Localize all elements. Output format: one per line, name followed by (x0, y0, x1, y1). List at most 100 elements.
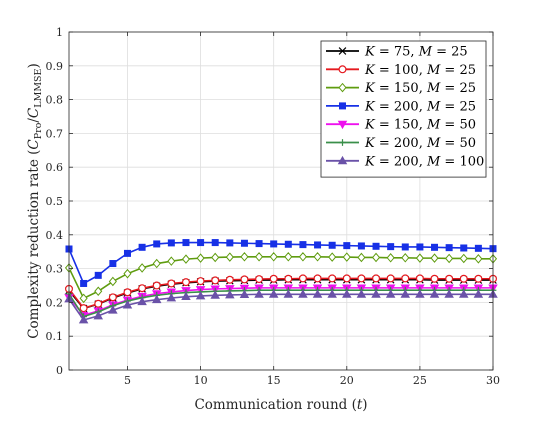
series-6 (64, 289, 498, 324)
data-point-square-marker (343, 242, 351, 250)
data-point-circle-marker (181, 278, 190, 287)
data-point-square-marker (445, 244, 453, 252)
y-tick-label: 0.3 (46, 263, 64, 276)
data-point-triangle-up-marker (151, 294, 162, 304)
legend-item: K = 150, M = 50 (326, 118, 476, 133)
data-point-diamond-marker (167, 256, 176, 266)
data-point-triangle-up-marker (195, 291, 206, 300)
data-point-circle-marker (328, 274, 337, 283)
x-tick-label: 30 (486, 374, 500, 387)
data-point-diamond-marker (94, 286, 103, 297)
data-point-triangle-up-marker (283, 289, 294, 298)
data-point-square-marker (94, 271, 102, 279)
data-point-square-marker (339, 102, 346, 110)
axis-ticks (69, 31, 494, 371)
data-point-diamond-marker (386, 253, 395, 263)
data-point-square-marker (284, 240, 292, 248)
data-point-circle-marker (430, 274, 439, 283)
data-point-diamond-marker (328, 252, 337, 262)
y-tick-label: 0.4 (46, 229, 64, 242)
data-point-square-marker (299, 241, 307, 249)
data-point-circle-marker (284, 274, 293, 283)
data-point-square-marker (80, 279, 88, 287)
data-point-diamond-marker (225, 252, 234, 262)
data-point-circle-marker (108, 293, 117, 302)
data-point-diamond-marker (415, 253, 424, 263)
y-tick-label: 0 (56, 364, 63, 377)
data-point-circle-marker (138, 284, 147, 293)
data-point-diamond-marker (357, 252, 366, 263)
data-point-circle-marker (342, 274, 351, 283)
data-point-diamond-marker (196, 253, 205, 263)
legend-label: K = 200, M = 50 (364, 136, 476, 151)
data-point-diamond-marker (474, 254, 483, 264)
data-point-circle-marker (167, 279, 176, 288)
legend-item: K = 200, M = 25 (326, 99, 476, 114)
legend-box (320, 40, 487, 178)
y-tick-label: 0.9 (46, 60, 64, 73)
data-point-circle-marker (338, 65, 347, 74)
data-point-square-marker (123, 249, 131, 257)
data-point-triangle-down-marker (337, 120, 348, 130)
data-point-square-marker (109, 260, 117, 268)
data-point-diamond-marker (255, 251, 264, 262)
data-point-diamond-marker (108, 276, 117, 287)
data-point-square-marker (182, 239, 190, 247)
y-tick-label: 0.7 (46, 127, 64, 140)
data-point-circle-marker (445, 274, 454, 283)
data-point-triangle-up-marker (342, 289, 352, 298)
data-point-square-marker (226, 239, 234, 247)
series-1 (64, 274, 498, 313)
legend-label: K = 200, M = 25 (364, 99, 476, 114)
y-tick-label: 0.2 (46, 296, 64, 309)
data-point-triangle-up-marker (225, 290, 235, 299)
legend-label: K = 100, M = 25 (364, 63, 476, 78)
data-point-circle-marker (152, 281, 161, 290)
legend: K = 75, M = 25 K = 100, M = 25 K = 150, M … (320, 40, 487, 178)
legend-label: K = 200, M = 100 (364, 154, 484, 169)
legend-item: K = 150, M = 25 (326, 81, 476, 96)
data-point-triangle-up-marker (371, 289, 381, 298)
data-point-diamond-marker (445, 253, 454, 264)
data-point-x-marker (338, 47, 347, 55)
data-point-triangle-up-marker (93, 311, 104, 320)
data-point-circle-marker (255, 275, 264, 284)
data-point-circle-marker (372, 274, 381, 283)
x-axis-label: Communication round (t) (194, 397, 367, 413)
data-point-square-marker (138, 243, 146, 251)
data-point-square-marker (328, 241, 336, 249)
data-point-diamond-marker (430, 253, 439, 263)
data-point-triangle-up-marker (312, 289, 323, 298)
data-point-triangle-up-marker (137, 296, 147, 306)
data-point-triangle-up-marker (385, 289, 396, 298)
tick-labels: 00.10.20.30.40.50.60.70.80.915 10 15 20 25 30 (46, 26, 501, 387)
x-tick-label: 5 (124, 374, 131, 387)
data-point-square-marker (167, 239, 175, 247)
data-point-triangle-up-marker (268, 289, 279, 298)
data-point-square-marker (474, 244, 482, 252)
data-point-triangle-up-marker (239, 289, 250, 299)
data-point-circle-marker (415, 274, 424, 283)
data-point-triangle-up-marker (181, 291, 191, 301)
data-point-square-marker (460, 244, 468, 252)
data-point-circle-marker (357, 274, 366, 283)
data-point-square-marker (401, 243, 409, 251)
data-point-circle-marker (313, 274, 322, 283)
data-point-circle-marker (79, 304, 88, 313)
data-point-triangle-up-marker (254, 289, 264, 298)
data-point-square-marker (372, 242, 380, 250)
data-point-square-marker (314, 241, 322, 249)
data-point-triangle-up-marker (298, 289, 308, 298)
data-point-diamond-marker (342, 252, 351, 262)
data-point-diamond-marker (79, 293, 88, 304)
legend-item: K = 75, M = 25 (326, 45, 468, 60)
data-point-square-marker (357, 242, 365, 250)
data-point-circle-marker (298, 274, 307, 283)
data-point-square-marker (431, 243, 439, 251)
data-point-triangle-up-marker (458, 289, 469, 298)
data-point-circle-marker (196, 277, 205, 286)
data-point-diamond-marker (181, 254, 191, 264)
data-point-circle-marker (240, 275, 249, 284)
data-point-square-marker (387, 243, 395, 251)
legend-item: K = 100, M = 25 (326, 63, 476, 78)
